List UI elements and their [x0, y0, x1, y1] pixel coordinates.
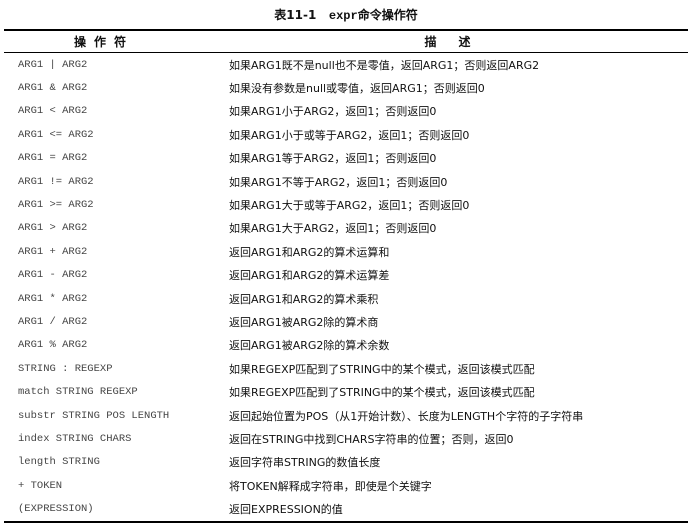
caption-command: expr [328, 9, 358, 23]
operator-cell: ARG1 | ARG2 [18, 58, 88, 71]
table-row: ARG1 = ARG2 如果ARG1等于ARG2，返回1；否则返回0 [4, 147, 688, 170]
table-row: ARG1 * ARG2 返回ARG1和ARG2的算术乘积 [4, 287, 688, 310]
description-cell: 如果ARG1小于或等于ARG2，返回1；否则返回0 [229, 128, 470, 142]
table-row: match STRING REGEXP 如果REGEXP匹配到了STRING中的某… [4, 380, 688, 403]
table-row: ARG1 / ARG2 返回ARG1被ARG2除的算术商 [4, 310, 688, 333]
description-cell: 将TOKEN解释成字符串，即使是个关键字 [229, 479, 432, 493]
header-description: 描述 [229, 30, 688, 53]
description-cell: 返回ARG1和ARG2的算术运算和 [229, 245, 390, 259]
table-row: ARG1 - ARG2 返回ARG1和ARG2的算术运算差 [4, 264, 688, 287]
table-row: index STRING CHARS 返回在STRING中找到CHARS字符串的位… [4, 427, 688, 450]
table-row: ARG1 & ARG2 如果没有参数是null或零值，返回ARG1；否则返回0 [4, 76, 688, 99]
caption-text: 命令操作符 [357, 8, 418, 22]
description-cell: 返回ARG1和ARG2的算术运算差 [229, 269, 390, 283]
operator-cell: ARG1 - ARG2 [18, 269, 88, 282]
description-cell: 返回在STRING中找到CHARS字符串的位置；否则，返回0 [229, 432, 514, 446]
operator-cell: ARG1 < ARG2 [18, 105, 88, 118]
description-cell: 返回ARG1被ARG2除的算术商 [229, 315, 379, 329]
table-row: + TOKEN 将TOKEN解释成字符串，即使是个关键字 [4, 474, 688, 497]
operator-cell: ARG1 = ARG2 [18, 152, 88, 165]
description-cell: 如果ARG1大于或等于ARG2，返回1；否则返回0 [229, 199, 470, 213]
operator-cell: length STRING [18, 456, 100, 469]
operator-cell: ARG1 >= ARG2 [18, 199, 94, 212]
table-row: ARG1 < ARG2 如果ARG1小于ARG2，返回1；否则返回0 [4, 100, 688, 123]
table-caption: 表11-1 expr命令操作符 [0, 6, 692, 23]
operator-cell: substr STRING POS LENGTH [18, 409, 170, 422]
table-body: ARG1 | ARG2 如果ARG1既不是null也不是零值，返回ARG1；否则返… [4, 53, 688, 522]
table-row: length STRING 返回字符串STRING的数值长度 [4, 451, 688, 474]
description-cell: 返回ARG1被ARG2除的算术余数 [229, 339, 390, 353]
description-cell: 返回起始位置为POS（从1开始计数）、长度为LENGTH个字符的子字符串 [229, 409, 584, 423]
caption-number: 表11-1 [274, 8, 317, 22]
description-cell: 返回ARG1和ARG2的算术乘积 [229, 292, 379, 306]
table-row: substr STRING POS LENGTH 返回起始位置为POS（从1开始计… [4, 404, 688, 427]
operator-cell: match STRING REGEXP [18, 386, 138, 399]
operator-cell: STRING : REGEXP [18, 362, 113, 375]
operator-cell: ARG1 + ARG2 [18, 245, 88, 258]
table-row: STRING : REGEXP 如果REGEXP匹配到了STRING中的某个模式，… [4, 357, 688, 380]
description-cell: 返回EXPRESSION的值 [229, 503, 343, 517]
header-operator: 操作符 [4, 30, 229, 53]
operator-cell: ARG1 / ARG2 [18, 315, 88, 328]
operator-cell: ARG1 * ARG2 [18, 292, 88, 305]
operator-cell: ARG1 % ARG2 [18, 339, 88, 352]
description-cell: 如果ARG1大于ARG2，返回1；否则返回0 [229, 222, 437, 236]
operator-cell: (EXPRESSION) [18, 503, 94, 516]
table-row: (EXPRESSION) 返回EXPRESSION的值 [4, 497, 688, 521]
table-row: ARG1 + ARG2 返回ARG1和ARG2的算术运算和 [4, 240, 688, 263]
table-row: ARG1 > ARG2 如果ARG1大于ARG2，返回1；否则返回0 [4, 217, 688, 240]
description-cell: 返回字符串STRING的数值长度 [229, 456, 381, 470]
table-row: ARG1 <= ARG2 如果ARG1小于或等于ARG2，返回1；否则返回0 [4, 123, 688, 146]
description-cell: 如果REGEXP匹配到了STRING中的某个模式，返回该模式匹配 [229, 386, 535, 400]
description-cell: 如果ARG1等于ARG2，返回1；否则返回0 [229, 152, 437, 166]
operator-cell: + TOKEN [18, 479, 63, 492]
operator-cell: ARG1 > ARG2 [18, 222, 88, 235]
description-cell: 如果ARG1小于ARG2，返回1；否则返回0 [229, 105, 437, 119]
description-cell: 如果ARG1既不是null也不是零值，返回ARG1；否则返回ARG2 [229, 58, 540, 72]
description-cell: 如果ARG1不等于ARG2，返回1；否则返回0 [229, 175, 448, 189]
header-row: 操作符 描述 [4, 30, 688, 53]
operator-cell: ARG1 != ARG2 [18, 175, 94, 188]
table-row: ARG1 != ARG2 如果ARG1不等于ARG2，返回1；否则返回0 [4, 170, 688, 193]
operator-cell: index STRING CHARS [18, 432, 132, 445]
table-row: ARG1 >= ARG2 如果ARG1大于或等于ARG2，返回1；否则返回0 [4, 193, 688, 216]
table-row: ARG1 % ARG2 返回ARG1被ARG2除的算术余数 [4, 334, 688, 357]
operator-cell: ARG1 & ARG2 [18, 82, 88, 95]
description-cell: 如果REGEXP匹配到了STRING中的某个模式，返回该模式匹配 [229, 362, 535, 376]
operators-table: 操作符 描述 ARG1 | ARG2 如果ARG1既不是null也不是零值，返回A… [4, 29, 688, 523]
operator-cell: ARG1 <= ARG2 [18, 128, 94, 141]
table-row: ARG1 | ARG2 如果ARG1既不是null也不是零值，返回ARG1；否则返… [4, 53, 688, 77]
description-cell: 如果没有参数是null或零值，返回ARG1；否则返回0 [229, 82, 485, 96]
